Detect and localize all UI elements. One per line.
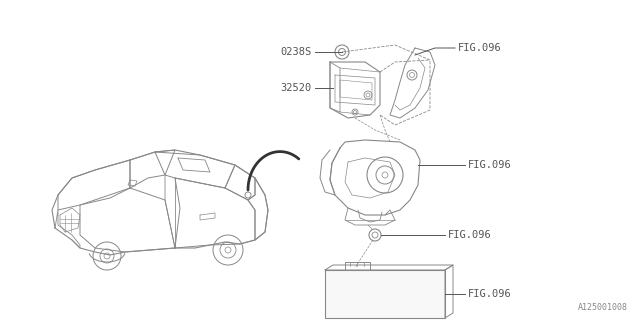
Text: FIG.096: FIG.096: [458, 43, 502, 53]
Text: 32520: 32520: [281, 83, 312, 93]
Text: 0238S: 0238S: [281, 47, 312, 57]
Text: FIG.096: FIG.096: [448, 230, 492, 240]
Text: FIG.096: FIG.096: [468, 289, 512, 299]
Text: FIG.096: FIG.096: [468, 160, 512, 170]
Bar: [325, 270, 445, 318]
Text: A125001008: A125001008: [578, 303, 628, 312]
